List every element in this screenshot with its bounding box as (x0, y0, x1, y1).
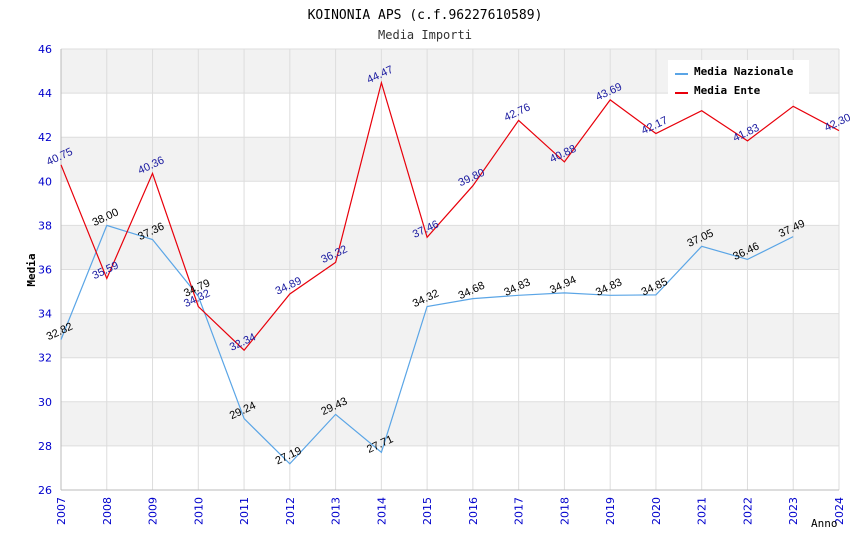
y-tick-label: 30 (38, 396, 52, 409)
y-tick-label: 42 (38, 131, 52, 144)
y-tick-label: 28 (38, 440, 52, 453)
x-tick-label: 2021 (696, 497, 709, 525)
x-tick-label: 2015 (421, 497, 434, 525)
axes (60, 49, 839, 491)
x-tick-label: 2022 (741, 497, 754, 525)
x-axis-ticks: 2007 2008 2009 2010 2011 2012 2013 2014 2015 2016… (55, 497, 846, 525)
y-tick-label: 34 (38, 308, 52, 321)
x-tick-label: 2011 (238, 497, 251, 525)
x-tick-label: 2010 (192, 497, 205, 525)
data-label-media-nazionale: 27.19 (274, 445, 304, 468)
gridlines (60, 48, 840, 491)
x-tick-label: 2017 (513, 497, 526, 525)
data-label-media-ente: 42.17 (640, 115, 670, 138)
series-lines (60, 80, 840, 465)
data-label-media-ente: 42.76 (502, 101, 532, 124)
x-tick-label: 2009 (147, 497, 160, 525)
y-tick-label: 44 (38, 87, 52, 100)
grid-band (61, 225, 839, 270)
chart-subtitle: Media Importi (378, 28, 472, 42)
y-tick-label: 38 (38, 219, 52, 232)
grid-band (61, 313, 839, 358)
y-tick-label: 36 (38, 264, 52, 277)
grid-band (61, 137, 839, 182)
y-tick-label: 26 (38, 484, 52, 497)
x-tick-label: 2019 (604, 497, 617, 525)
x-tick-label: 2013 (330, 497, 343, 525)
y-tick-label: 46 (38, 43, 52, 56)
x-tick-label: 2018 (558, 497, 571, 525)
x-tick-label: 2007 (55, 497, 68, 525)
x-tick-label: 2012 (284, 497, 297, 525)
data-label-media-ente: 34.89 (274, 275, 304, 298)
x-tick-label: 2024 (833, 497, 846, 525)
x-tick-label: 2014 (375, 497, 388, 525)
grid-band (61, 401, 839, 446)
y-axis-title: Media (25, 253, 38, 286)
y-tick-label: 32 (38, 352, 52, 365)
series-line-media-ente (60, 80, 840, 352)
y-tick-label: 40 (38, 175, 52, 188)
legend-box (668, 60, 809, 100)
x-axis-title: Anno (811, 517, 838, 530)
legend: Media Nazionale Media Ente (668, 60, 809, 100)
legend-label-ente: Media Ente (694, 84, 761, 97)
x-tick-label: 2016 (467, 497, 480, 525)
data-label-media-nazionale: 34.32 (411, 288, 441, 311)
series-line-media-nazionale (60, 224, 794, 465)
x-tick-label: 2023 (787, 497, 800, 525)
data-label-media-ente: 42.30 (823, 112, 850, 135)
chart-title: KOINONIA APS (c.f.96227610589) (308, 8, 543, 23)
x-tick-label: 2008 (101, 497, 114, 525)
y-axis-ticks: 26 28 30 32 34 36 38 40 42 44 46 (38, 43, 52, 497)
grid-bands (61, 49, 839, 446)
legend-label-nazionale: Media Nazionale (694, 65, 794, 78)
x-tick-label: 2020 (650, 497, 663, 525)
